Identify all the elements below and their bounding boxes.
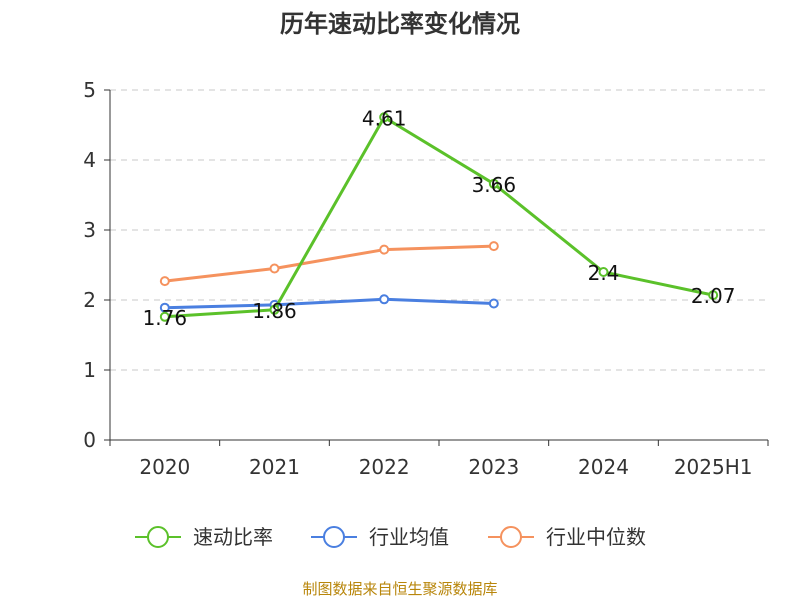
series-line-1 — [164, 297, 494, 310]
series-point-2[interactable] — [379, 244, 390, 255]
data-labels: 1.76 1.86 4.61 3.66 2.4 2.07 — [143, 106, 736, 329]
source-note: 制图数据来自恒生聚源数据库 — [302, 580, 497, 598]
y-tick-label: 1 — [83, 358, 96, 382]
data-label: 1.86 — [252, 299, 297, 323]
series-point-0[interactable] — [598, 267, 609, 277]
series-point-2[interactable] — [269, 263, 280, 274]
series-point-1[interactable] — [159, 302, 170, 313]
legend-marker — [323, 526, 345, 548]
data-label: 2.4 — [588, 261, 620, 285]
legend-label: 速动比率 — [193, 525, 273, 549]
y-tick-label: 2 — [83, 288, 96, 312]
legend[interactable]: 速动比率 行业均值 行业中位数 — [135, 525, 646, 549]
series-point-0[interactable] — [708, 290, 719, 301]
y-tick-label: 4 — [83, 148, 96, 172]
legend-item-0[interactable]: 速动比率 — [135, 525, 273, 549]
x-tick-label: 2022 — [359, 455, 410, 479]
series-line-0 — [164, 115, 714, 319]
y-tick-label: 3 — [83, 218, 96, 242]
series-line-2 — [164, 244, 494, 283]
series-point-0[interactable] — [269, 304, 280, 315]
x-tick-label: 2020 — [139, 455, 190, 479]
legend-item-1[interactable]: 行业均值 — [311, 525, 449, 549]
chart-title: 历年速动比率变化情况 — [280, 10, 520, 38]
y-tick-label: 5 — [83, 78, 96, 102]
legend-marker — [500, 526, 522, 548]
x-tick-label: 2023 — [468, 455, 519, 479]
data-label: 1.76 — [143, 306, 188, 330]
x-tick-label: 2021 — [249, 455, 300, 479]
data-label: 4.61 — [362, 106, 407, 130]
series-group — [159, 112, 719, 322]
series-point-2[interactable] — [488, 241, 499, 252]
legend-marker — [147, 526, 169, 548]
x-tick-label: 2025H1 — [674, 455, 753, 479]
x-tick-label: 2024 — [578, 455, 629, 479]
data-label: 2.07 — [691, 284, 736, 308]
legend-label: 行业中位数 — [546, 525, 646, 549]
series-point-0[interactable] — [379, 112, 390, 123]
series-point-2[interactable] — [159, 276, 170, 287]
series-point-0[interactable] — [159, 311, 170, 322]
y-tick-label: 0 — [83, 428, 96, 452]
series-point-1[interactable] — [379, 294, 390, 305]
grid-lines — [110, 89, 768, 371]
series-point-1[interactable] — [488, 298, 499, 309]
legend-label: 行业均值 — [369, 525, 449, 549]
axes: 0 1 2 3 4 5 2020 2021 2022 2023 2024 2025H1 — [83, 78, 769, 479]
series-point-0[interactable] — [488, 178, 499, 189]
legend-item-2[interactable]: 行业中位数 — [488, 525, 646, 549]
data-label: 3.66 — [472, 173, 517, 197]
